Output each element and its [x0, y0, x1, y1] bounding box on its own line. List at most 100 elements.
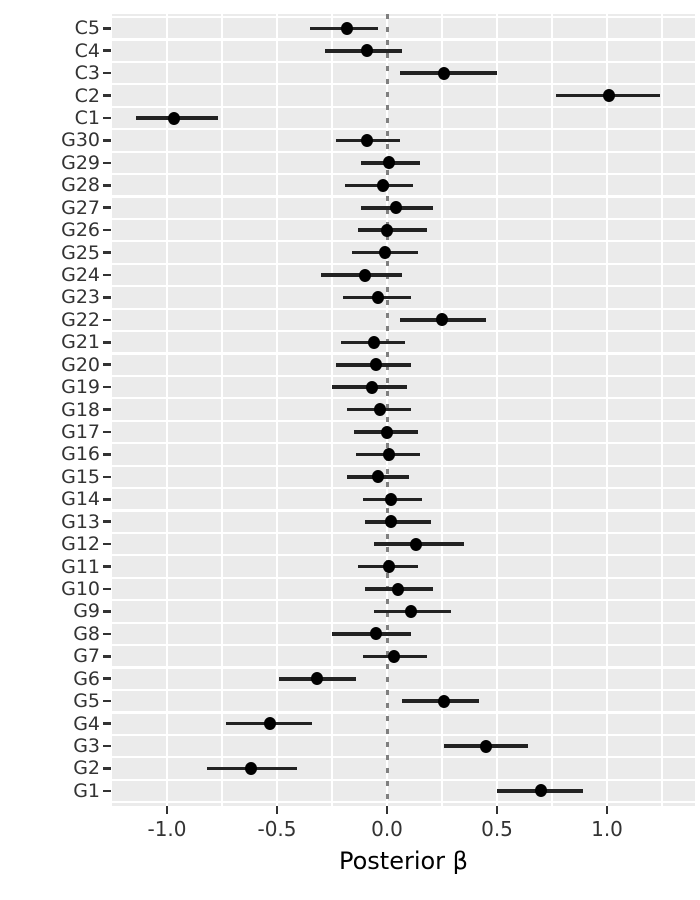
point-dot: [436, 313, 448, 327]
y-axis-label: G22: [61, 308, 100, 331]
grid-row-boundary: [112, 240, 695, 243]
grid-row-boundary: [112, 531, 695, 535]
grid-minor-vline: [221, 14, 223, 806]
y-axis-label: G3: [73, 735, 100, 758]
y-axis-label: G27: [61, 196, 100, 219]
grid-row-boundary: [112, 464, 695, 467]
grid-row-boundary: [112, 217, 695, 221]
grid-minor-vline: [441, 14, 443, 806]
y-axis-label: G10: [61, 578, 100, 601]
y-axis-label: G29: [61, 151, 100, 174]
grid-row-boundary: [112, 442, 695, 445]
grid-row-boundary: [112, 778, 695, 781]
y-axis-tick: [103, 228, 111, 232]
y-axis-tick: [103, 184, 111, 187]
y-axis-label: G11: [61, 555, 100, 578]
point-dot: [405, 604, 418, 618]
grid-row-boundary: [112, 195, 695, 198]
point-dot: [367, 335, 380, 349]
grid-row-boundary: [112, 128, 695, 131]
grid-row-boundary: [112, 15, 695, 19]
y-axis-tick: [103, 677, 111, 681]
grid-minor-vline: [331, 14, 333, 806]
y-axis-label: G12: [61, 533, 100, 556]
grid-minor-vline: [661, 14, 663, 806]
x-axis-tick-label: -1.0: [147, 817, 187, 841]
grid-major-vline: [495, 14, 499, 806]
point-dot: [409, 537, 422, 551]
grid-row-boundary: [112, 285, 695, 288]
grid-row-boundary: [112, 262, 695, 265]
x-axis-tick-label: 0.5: [481, 817, 513, 841]
y-axis-label: G24: [61, 264, 100, 287]
y-axis-tick: [103, 610, 111, 613]
point-dot: [244, 761, 257, 775]
grid-row-boundary: [112, 599, 695, 602]
y-axis-tick: [103, 341, 111, 344]
y-axis-tick: [103, 587, 111, 591]
point-dot: [167, 111, 180, 125]
grid-row-boundary: [112, 801, 695, 804]
grid-row-boundary: [112, 644, 695, 647]
grid-row-boundary: [112, 352, 695, 355]
y-axis-tick: [103, 408, 111, 411]
grid-row-boundary: [112, 330, 695, 333]
y-axis-label: G28: [61, 174, 100, 197]
error-bar: [365, 519, 431, 524]
y-axis-tick: [103, 273, 111, 277]
grid-row-boundary: [112, 576, 695, 579]
grid-major-vline: [605, 14, 609, 806]
point-dot: [389, 201, 402, 215]
point-dot: [361, 44, 374, 58]
grid-row-boundary: [112, 307, 695, 310]
point-dot: [374, 403, 387, 417]
grid-row-boundary: [112, 688, 695, 692]
grid-row-boundary: [112, 666, 695, 669]
y-axis-tick: [103, 565, 111, 568]
point-dot: [603, 89, 616, 103]
point-dot: [370, 358, 382, 372]
y-axis-label: G6: [73, 667, 100, 690]
y-axis-tick: [103, 430, 111, 434]
y-axis-tick: [103, 206, 111, 210]
y-axis-label: G23: [61, 286, 100, 309]
y-axis-label: G5: [73, 690, 100, 713]
y-axis-tick: [103, 251, 111, 254]
y-axis-tick: [103, 27, 111, 30]
y-axis-label: G20: [61, 353, 100, 376]
y-axis-label: G4: [73, 712, 100, 735]
x-axis-tick: [605, 806, 609, 814]
point-dot: [361, 133, 374, 147]
y-axis-tick: [103, 632, 111, 636]
grid-row-boundary: [112, 711, 695, 714]
grid-row-boundary: [112, 733, 695, 736]
plot-panel: [112, 14, 695, 806]
y-axis-tick: [103, 699, 111, 703]
y-axis-label: G9: [73, 600, 100, 623]
point-dot: [372, 470, 385, 484]
point-dot: [385, 492, 398, 506]
x-axis-tick: [165, 806, 169, 814]
point-dot: [359, 268, 371, 282]
y-axis-label: G26: [61, 219, 100, 242]
y-axis-tick: [103, 475, 111, 479]
y-axis-tick: [103, 498, 111, 501]
x-axis-tick: [495, 806, 499, 814]
grid-row-boundary: [112, 554, 695, 557]
grid-major-vline: [275, 14, 279, 806]
point-dot: [387, 649, 400, 663]
grid-row-boundary: [112, 172, 695, 176]
grid-row-boundary: [112, 509, 695, 512]
y-axis-tick: [103, 139, 111, 142]
point-dot: [381, 223, 393, 237]
y-axis-tick: [103, 655, 111, 658]
point-dot: [341, 21, 354, 35]
x-axis-tick-label: 0.0: [371, 817, 403, 841]
point-dot: [381, 425, 393, 439]
y-axis-tick: [103, 542, 111, 546]
y-axis-label: C4: [74, 39, 100, 62]
y-axis-tick: [103, 161, 111, 165]
grid-row-boundary: [112, 487, 695, 490]
grid-major-vline: [165, 14, 169, 806]
